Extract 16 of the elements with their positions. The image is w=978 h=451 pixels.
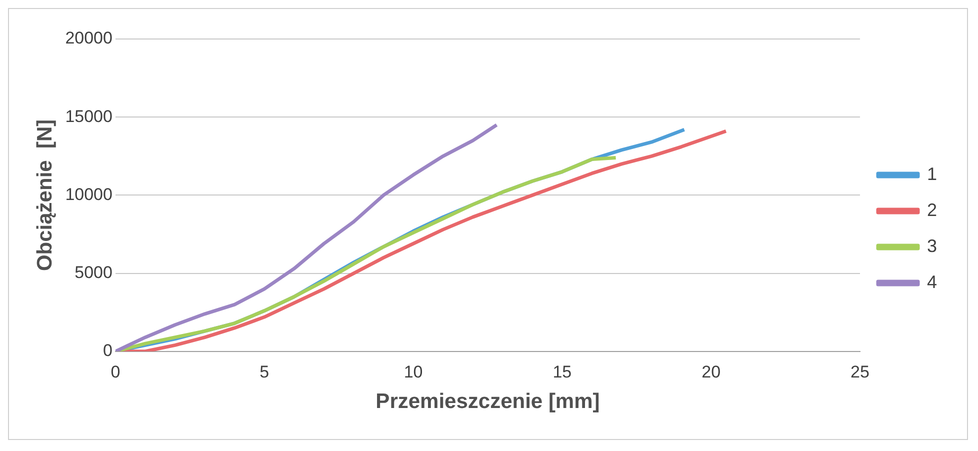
legend-label: 2: [926, 200, 938, 220]
legend-label: 3: [926, 236, 938, 256]
x-tick-label: 5: [260, 362, 270, 382]
y-tick-label: 15000: [65, 106, 112, 126]
y-tick-label: 10000: [65, 184, 112, 204]
y-tick-label: 20000: [65, 28, 112, 48]
x-axis-title: Przemieszczenie [mm]: [376, 390, 600, 414]
x-tick-label: 15: [552, 362, 572, 382]
y-tick-label: 5000: [74, 262, 112, 282]
legend-label: 4: [926, 272, 938, 292]
y-axis-title: Obciążenie [N]: [33, 119, 56, 272]
y-tick-label: 0: [103, 341, 112, 360]
x-tick-label: 10: [404, 362, 423, 382]
x-tick-label: 20: [702, 362, 721, 382]
legend-label: 1: [926, 164, 938, 184]
x-tick-label: 25: [850, 362, 870, 382]
